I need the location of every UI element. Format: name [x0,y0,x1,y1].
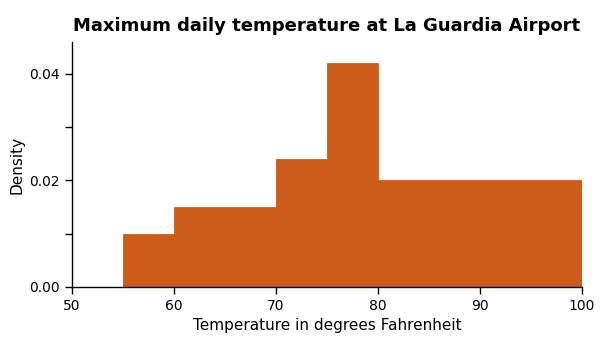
Bar [174,207,276,287]
Bar [327,63,378,287]
Bar [378,181,582,287]
Title: Maximum daily temperature at La Guardia Airport: Maximum daily temperature at La Guardia … [73,17,581,35]
Bar [276,159,327,287]
Y-axis label: Density: Density [9,135,24,194]
X-axis label: Temperature in degrees Fahrenheit: Temperature in degrees Fahrenheit [193,318,461,333]
Bar [123,234,174,287]
